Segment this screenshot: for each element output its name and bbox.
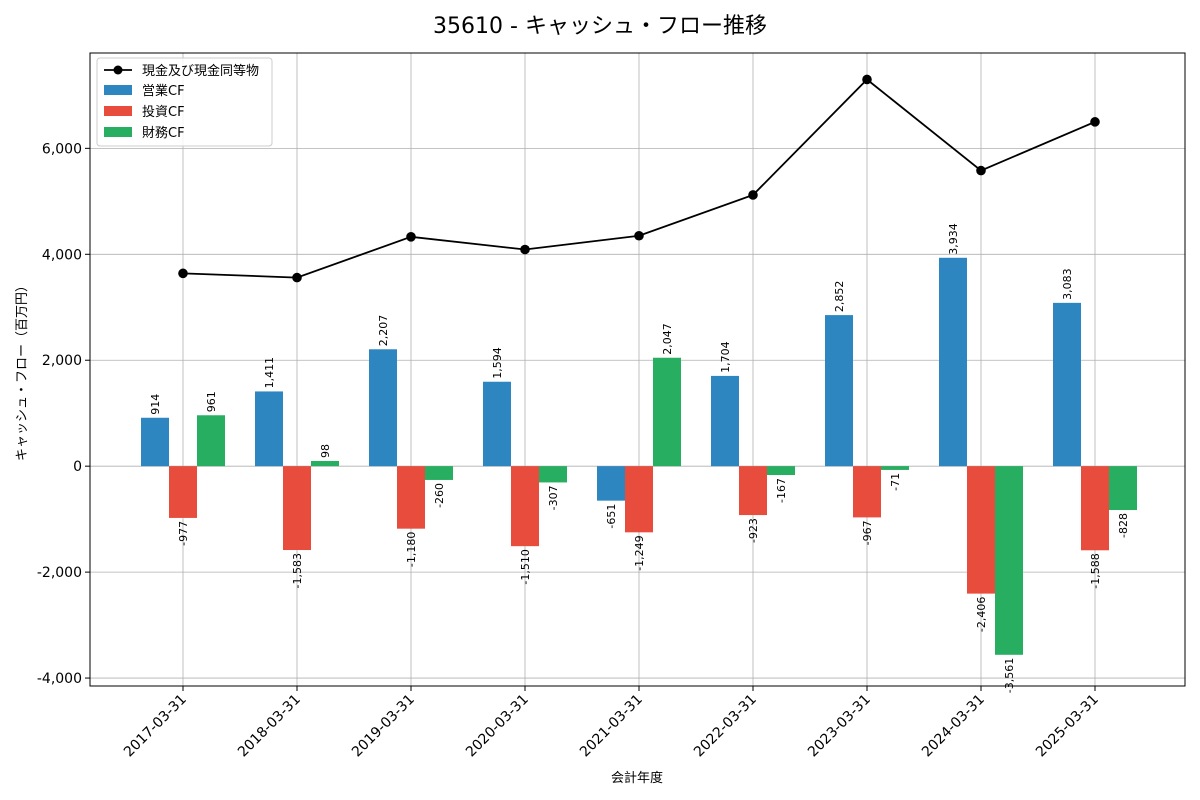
bar-operating-cf bbox=[711, 375, 739, 467]
bar-operating-cf bbox=[825, 315, 853, 467]
data-label-financing-cf: -260 bbox=[433, 483, 446, 508]
data-label-investing-cf: -1,249 bbox=[633, 535, 646, 570]
bar-data-labels: 914 1,411 2,207 1,594 -651 1,704 2,852 3,934 3,0… bbox=[149, 223, 1130, 693]
bar-financing-cf bbox=[881, 466, 909, 470]
bar-operating-cf bbox=[369, 349, 397, 467]
bar-investing-cf bbox=[853, 466, 881, 518]
data-label-operating-cf: 3,934 bbox=[947, 223, 960, 255]
data-label-operating-cf: -651 bbox=[605, 504, 618, 529]
legend-label-financing: 財務CF bbox=[142, 126, 185, 141]
data-label-investing-cf: -1,583 bbox=[291, 553, 304, 588]
legend-swatch-investing bbox=[104, 106, 132, 116]
data-label-financing-cf: 961 bbox=[205, 391, 218, 412]
bar-financing-cf bbox=[425, 466, 453, 480]
bar-financing-cf bbox=[311, 460, 339, 467]
chart-title: 35610 - キャッシュ・フロー推移 bbox=[433, 14, 767, 39]
bar-investing-cf bbox=[625, 466, 653, 533]
bar-investing-cf bbox=[511, 466, 539, 547]
y-tick-label: 2,000 bbox=[42, 353, 82, 369]
data-label-financing-cf: -167 bbox=[775, 478, 788, 503]
data-label-operating-cf: 914 bbox=[149, 394, 162, 415]
bar-financing-cf bbox=[539, 466, 567, 483]
bar-financing-cf bbox=[767, 466, 795, 476]
data-label-financing-cf: 2,047 bbox=[661, 323, 674, 355]
data-label-investing-cf: -1,510 bbox=[519, 549, 532, 584]
bar-investing-cf bbox=[169, 466, 197, 518]
bar-financing-cf bbox=[653, 357, 681, 467]
y-tick-label: 4,000 bbox=[42, 247, 82, 263]
data-label-operating-cf: 2,852 bbox=[833, 281, 846, 313]
bar-operating-cf bbox=[597, 466, 625, 501]
y-tick-label: 0 bbox=[73, 459, 82, 475]
y-axis-ticks: -4,000 -2,000 0 2,000 4,000 6,000 bbox=[37, 141, 90, 687]
cash-line-point bbox=[862, 74, 872, 85]
x-axis-title: 会計年度 bbox=[611, 770, 663, 786]
bar-investing-cf bbox=[1081, 466, 1109, 551]
data-label-investing-cf: -1,588 bbox=[1089, 553, 1102, 588]
cash-line-point bbox=[178, 268, 188, 279]
bars bbox=[141, 257, 1137, 655]
cash-line-point bbox=[976, 165, 986, 176]
bar-investing-cf bbox=[283, 466, 311, 551]
plot-frame bbox=[89, 52, 1186, 687]
cash-line-point bbox=[1090, 117, 1100, 127]
y-axis-title: キャッシュ・フロー（百万円） bbox=[15, 279, 30, 461]
cash-line-point bbox=[634, 230, 644, 241]
data-label-operating-cf: 2,207 bbox=[377, 315, 390, 347]
data-label-financing-cf: 98 bbox=[319, 444, 332, 458]
data-label-financing-cf: -71 bbox=[889, 473, 902, 491]
legend-swatch-financing bbox=[104, 127, 132, 137]
cash-line-point bbox=[748, 190, 758, 200]
bar-investing-cf bbox=[397, 466, 425, 529]
bar-operating-cf bbox=[939, 257, 967, 467]
data-label-investing-cf: -1,180 bbox=[405, 532, 418, 567]
data-label-financing-cf: -828 bbox=[1117, 513, 1130, 538]
legend: 現金及び現金同等物 営業CF 投資CF 財務CF bbox=[96, 57, 273, 147]
cash-line bbox=[178, 74, 1100, 283]
legend-line-marker bbox=[113, 65, 123, 75]
bar-investing-cf bbox=[967, 466, 995, 594]
legend-label-operating: 営業CF bbox=[142, 83, 185, 99]
legend-label-cash: 現金及び現金同等物 bbox=[142, 63, 259, 79]
y-tick-label: 6,000 bbox=[42, 141, 82, 157]
legend-box bbox=[96, 57, 273, 147]
data-label-operating-cf: 1,704 bbox=[719, 341, 732, 373]
data-label-operating-cf: 1,411 bbox=[263, 357, 276, 389]
bar-financing-cf bbox=[197, 415, 225, 467]
bar-operating-cf bbox=[1053, 302, 1081, 467]
bar-financing-cf bbox=[995, 466, 1023, 655]
data-label-operating-cf: 3,083 bbox=[1061, 268, 1074, 300]
data-label-investing-cf: -977 bbox=[177, 521, 190, 546]
data-label-operating-cf: 1,594 bbox=[491, 347, 504, 379]
bar-investing-cf bbox=[739, 466, 767, 516]
y-tick-label: -4,000 bbox=[37, 671, 82, 687]
legend-label-investing: 投資CF bbox=[142, 104, 185, 120]
bar-operating-cf bbox=[141, 417, 169, 467]
legend-swatch-operating bbox=[104, 85, 132, 95]
bar-financing-cf bbox=[1109, 466, 1137, 511]
bar-operating-cf bbox=[483, 381, 511, 467]
cash-line-point bbox=[520, 244, 530, 255]
cash-line-point bbox=[292, 272, 302, 283]
data-label-financing-cf: -3,561 bbox=[1003, 658, 1016, 693]
data-label-investing-cf: -2,406 bbox=[975, 597, 988, 632]
data-label-financing-cf: -307 bbox=[547, 485, 560, 510]
data-label-investing-cf: -923 bbox=[747, 518, 760, 543]
data-label-investing-cf: -967 bbox=[861, 520, 874, 545]
bar-operating-cf bbox=[255, 391, 283, 467]
cash-line-point bbox=[406, 232, 416, 242]
y-tick-label: -2,000 bbox=[37, 565, 82, 581]
